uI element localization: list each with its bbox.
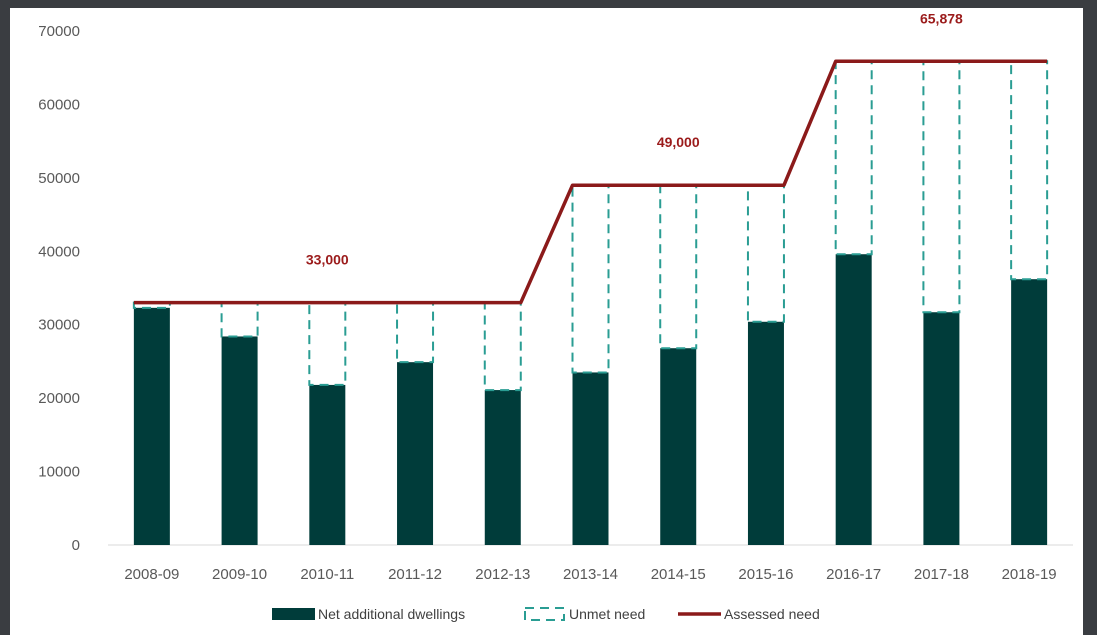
y-axis: 0 10000 20000 30000 40000 50000 60000 70000 (38, 23, 80, 554)
bar-net-additional-dwellings (923, 312, 960, 545)
annotations: 33,000 49,000 65,878 (306, 10, 963, 267)
chart-svg: 0 10000 20000 30000 40000 50000 60000 70000 200… (38, 10, 1073, 622)
bar-net-additional-dwellings (221, 336, 258, 545)
x-tick-label: 2013-14 (563, 566, 618, 583)
annotation-label: 65,878 (920, 10, 963, 26)
y-tick-label: 0 (72, 537, 80, 554)
y-tick-label: 10000 (38, 464, 80, 481)
box-unmet-need (483, 301, 522, 392)
line-assessed-need (133, 59, 1048, 305)
bar-net-additional-dwellings (747, 321, 784, 545)
box-unmet-need (834, 60, 873, 256)
legend-swatch-bar (272, 608, 315, 620)
box-unmet-need (659, 184, 698, 350)
y-tick-label: 50000 (38, 170, 80, 187)
x-tick-label: 2017-18 (914, 566, 969, 583)
line-series-assessed-need (133, 59, 1048, 305)
y-tick-label: 60000 (38, 96, 80, 113)
box-unmet-need (1010, 60, 1049, 281)
box-unmet-need (571, 184, 610, 374)
legend-label: Assessed need (724, 606, 820, 622)
box-unmet-need (922, 60, 961, 314)
bar-net-additional-dwellings (835, 254, 872, 546)
x-tick-label: 2008-09 (124, 566, 179, 583)
x-tick-label: 2011-12 (388, 566, 442, 583)
legend-label: Unmet need (569, 606, 645, 622)
legend-swatch-dashed (524, 607, 565, 621)
bar-net-additional-dwellings (397, 362, 434, 545)
annotation-label: 49,000 (657, 134, 700, 150)
bar-net-additional-dwellings (572, 372, 609, 545)
x-tick-label: 2012-13 (475, 566, 530, 583)
x-tick-label: 2016-17 (826, 566, 881, 583)
y-tick-label: 30000 (38, 317, 80, 334)
legend: Net additional dwellings Unmet need Assess… (272, 606, 820, 622)
x-tick-label: 2014-15 (651, 566, 706, 583)
bar-net-additional-dwellings (484, 390, 521, 545)
bar-net-additional-dwellings (660, 348, 697, 545)
x-tick-label: 2018-19 (1002, 566, 1057, 583)
dashed-series-unmet-need (132, 60, 1049, 392)
bar-net-additional-dwellings (133, 307, 170, 545)
y-tick-label: 20000 (38, 390, 80, 407)
box-unmet-need (396, 301, 435, 364)
legend-label: Net additional dwellings (318, 606, 465, 622)
x-tick-label: 2010-11 (300, 566, 354, 583)
bar-net-additional-dwellings (1011, 279, 1048, 545)
annotation-label: 33,000 (306, 252, 349, 268)
box-unmet-need (308, 301, 347, 386)
box-unmet-need (220, 301, 259, 338)
bar-series-net-additional-dwellings (133, 254, 1048, 546)
y-tick-label: 40000 (38, 243, 80, 260)
x-tick-label: 2009-10 (212, 566, 267, 583)
bar-net-additional-dwellings (309, 384, 346, 545)
x-axis: 2008-09 2009-10 2010-11 2011-12 2012-13 2013-… (108, 544, 1073, 583)
y-tick-label: 70000 (38, 23, 80, 40)
chart-frame: 0 10000 20000 30000 40000 50000 60000 70000 200… (10, 8, 1083, 635)
x-tick-label: 2015-16 (738, 566, 793, 583)
box-unmet-need (746, 184, 785, 323)
